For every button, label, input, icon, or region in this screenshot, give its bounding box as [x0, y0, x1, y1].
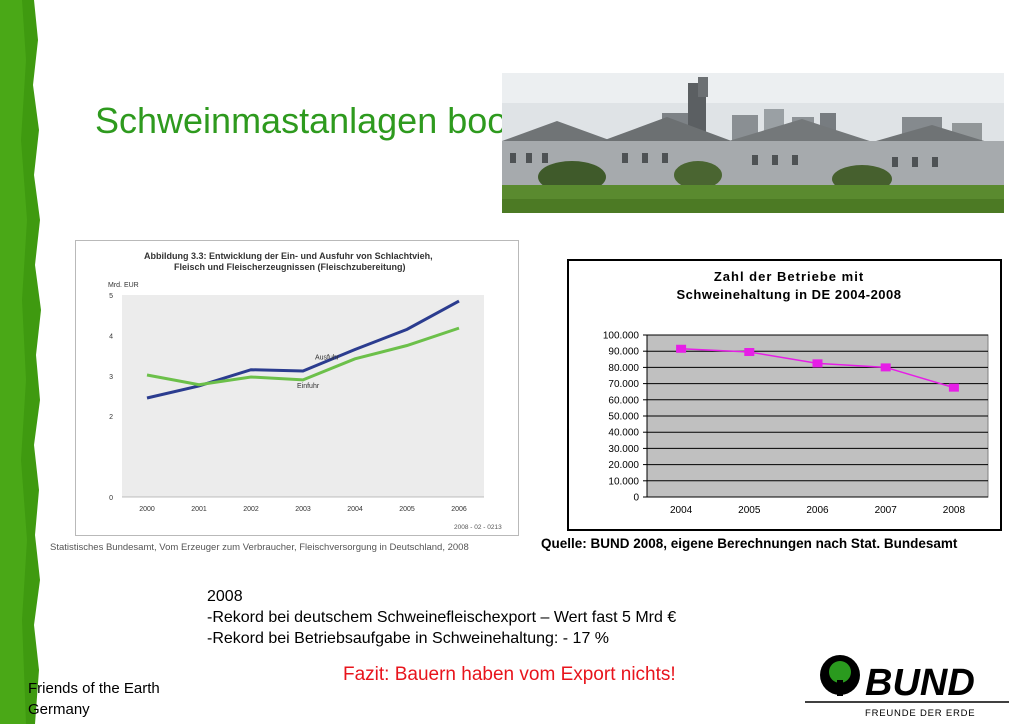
betriebe-chart-svg: Zahl der Betriebe mit Schweinehaltung in… [603, 269, 989, 516]
betriebe-chart-x-tick: 2007 [875, 505, 898, 516]
trade-chart-plot-area [122, 295, 484, 497]
betriebe-chart-point [948, 383, 959, 392]
betriebe-chart-y-tick: 70.000 [608, 379, 639, 390]
trade-chart-title: Abbildung 3.3: Entwicklung der Ein- und … [144, 251, 433, 261]
betriebe-chart-x-tick: 2004 [670, 505, 693, 516]
facts-closure-record: -Rekord bei Betriebsaufgabe in Schweineh… [207, 630, 610, 647]
trade-chart-series-label: Einfuhr [297, 383, 320, 390]
betriebe-chart-y-tick: 100.000 [603, 331, 640, 342]
betriebe-chart-point [880, 363, 891, 372]
betriebe-chart-x-tick: 2008 [943, 505, 966, 516]
conclusion-text: Fazit: Bauern haben vom Export nichts! [343, 664, 676, 685]
trade-chart-svg: Abbildung 3.3: Entwicklung der Ein- und … [108, 251, 502, 531]
facts-block: 2008 -Rekord bei deutschem Schweinefleis… [207, 586, 676, 649]
betriebe-chart-y-tick: 60.000 [608, 395, 639, 406]
betriebe-chart-y-tick: 50.000 [608, 412, 639, 423]
facts-year: 2008 [207, 588, 243, 605]
trade-chart-y-tick: 5 [109, 293, 113, 300]
bund-tagline: FREUNDE DER ERDE [865, 708, 975, 719]
betriebe-chart-y-tick: 80.000 [608, 363, 639, 374]
betriebe-chart-point [744, 348, 755, 357]
trade-chart-y-tick: 0 [109, 495, 113, 502]
tree-logo-icon [820, 655, 860, 696]
bund-wordmark: BUND [865, 662, 975, 704]
trade-chart: Abbildung 3.3: Entwicklung der Ein- und … [75, 240, 519, 536]
trade-chart-x-tick: 2004 [347, 506, 363, 513]
trade-chart-x-tick: 2006 [451, 506, 467, 513]
betriebe-chart-y-tick: 90.000 [608, 347, 639, 358]
facts-export-record: -Rekord bei deutschem Schweinefleischexp… [207, 609, 677, 626]
trade-chart-x-tick: 2005 [399, 506, 415, 513]
betriebe-chart-y-tick: 20.000 [608, 460, 639, 471]
betriebe-chart-point [812, 359, 823, 368]
betriebe-chart-x-tick: 2006 [806, 505, 829, 516]
betriebe-chart-y-tick: 10.000 [608, 476, 639, 487]
green-torn-edge-decoration [0, 0, 41, 724]
betriebe-chart-subtitle: Schweinehaltung in DE 2004-2008 [676, 287, 901, 302]
betriebe-chart-y-tick: 40.000 [608, 428, 639, 439]
trade-chart-source: Statistisches Bundesamt, Vom Erzeuger zu… [50, 542, 469, 553]
betriebe-chart-point [676, 344, 687, 353]
betriebe-chart-title: Zahl der Betriebe mit [714, 269, 864, 284]
organization-name-line-2: Germany [28, 701, 90, 718]
trade-chart-x-tick: 2003 [295, 506, 311, 513]
organization-name-line-1: Friends of the Earth [28, 680, 160, 697]
betriebe-chart-source: Quelle: BUND 2008, eigene Berechnungen n… [541, 536, 958, 551]
organization-name: Friends of the Earth Germany [28, 678, 160, 720]
betriebe-chart-x-tick: 2005 [738, 505, 761, 516]
betriebe-chart: Zahl der Betriebe mit Schweinehaltung in… [567, 259, 1002, 531]
trade-chart-y-tick: 2 [109, 414, 113, 421]
trade-chart-y-tick: 4 [109, 333, 113, 340]
trade-chart-y-tick: 3 [109, 374, 113, 381]
trade-chart-footnote: 2008 - 02 - 0213 [454, 524, 502, 531]
trade-chart-subtitle: Fleisch und Fleischerzeugnissen (Fleisch… [174, 262, 406, 272]
trade-chart-series-einfuhr [146, 326, 460, 387]
trade-chart-y-label: Mrd. EUR [108, 282, 139, 289]
trade-chart-x-tick: 2000 [139, 506, 155, 513]
pig-farm-photo [502, 73, 1004, 213]
bund-logo: BUND FREUNDE DER ERDE [805, 655, 1009, 719]
betriebe-chart-y-tick: 30.000 [608, 444, 639, 455]
trade-chart-x-tick: 2002 [243, 506, 259, 513]
betriebe-chart-y-tick: 0 [633, 493, 639, 504]
trade-chart-x-tick: 2001 [191, 506, 207, 513]
trade-chart-series-label: Ausfuhr [315, 355, 340, 362]
